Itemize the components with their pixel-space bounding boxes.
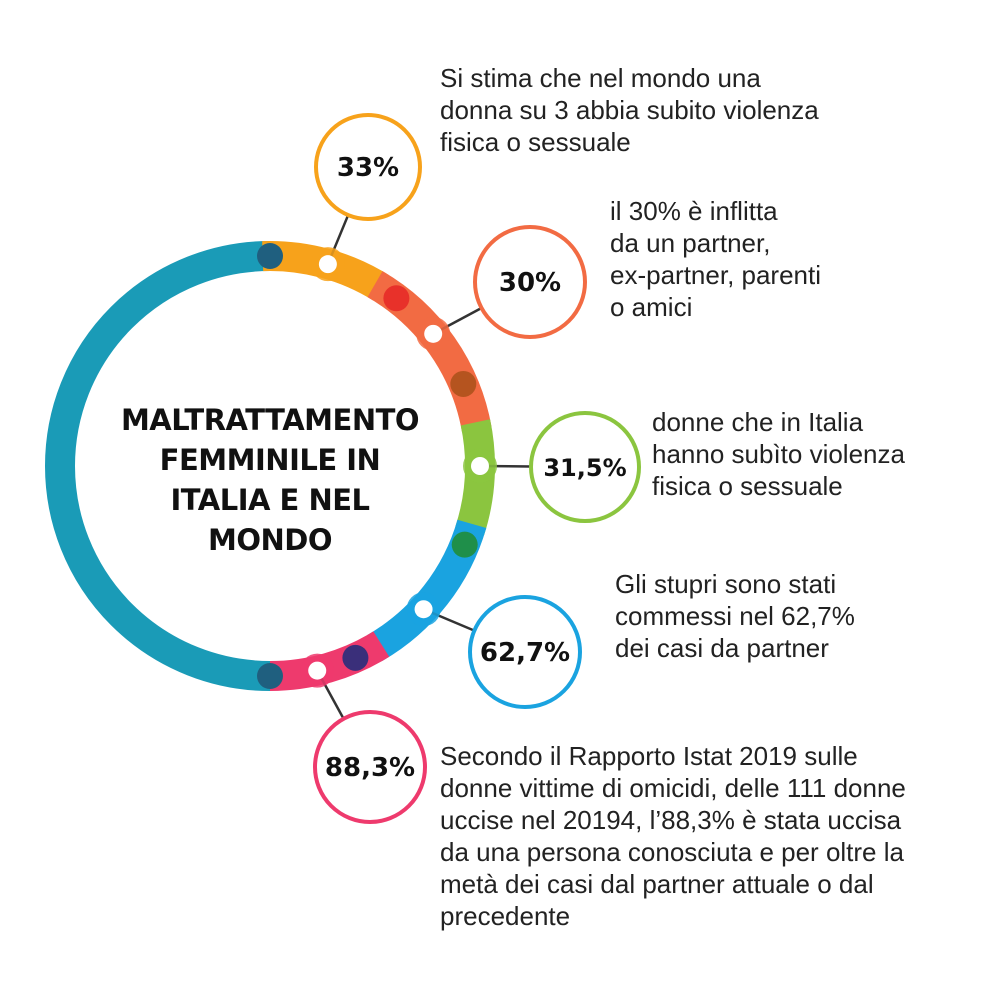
desc-line: donna su 3 abbia subito violenza <box>440 95 819 125</box>
title-line-2: FEMMINILE IN <box>159 443 381 477</box>
marker-dot <box>414 600 433 619</box>
desc-line: o amici <box>610 292 693 322</box>
desc-line: precedente <box>440 901 571 931</box>
desc-line: hanno subìto violenza <box>652 439 905 469</box>
desc-line: donne vittime di omicidi, delle 111 donn… <box>440 773 906 803</box>
desc-line: Secondo il Rapporto Istat 2019 sulle <box>440 741 858 771</box>
desc-line: ex-partner, parenti <box>610 260 822 290</box>
ring-bead <box>257 663 283 689</box>
stat-bubble <box>468 595 582 709</box>
marker-dot <box>318 255 337 274</box>
title-line-1: MALTRATTAMENTO <box>120 403 420 437</box>
marker-dot <box>308 661 327 680</box>
desc-line: Si stima che nel mondo una <box>440 63 761 93</box>
stat-description-33: Si stima che nel mondo una donna su 3 ab… <box>440 62 819 158</box>
ring-bead <box>450 370 477 397</box>
desc-line: Gli stupri sono stati <box>615 569 837 599</box>
desc-line: da un partner, <box>610 228 771 258</box>
title-line-3: ITALIA E NEL <box>170 483 370 517</box>
infographic-title: MALTRATTAMENTO FEMMINILE IN ITALIA E NEL… <box>115 400 425 560</box>
stat-description-30: il 30% è inflitta da un partner, ex-part… <box>610 195 821 323</box>
desc-line: fisica o sessuale <box>440 127 631 157</box>
desc-line: il 30% è inflitta <box>610 196 778 226</box>
stat-value: 88,3% <box>325 753 415 783</box>
ring-bead <box>257 243 283 269</box>
marker-dot <box>471 457 489 475</box>
desc-line: da una persona conosciuta e per oltre la <box>440 837 904 867</box>
stat-value: 33% <box>337 153 399 183</box>
ring-segment-teal <box>45 241 271 691</box>
ring-bead <box>342 644 369 671</box>
title-line-4: MONDO <box>207 523 333 557</box>
stat-bubble <box>529 411 641 523</box>
stat-description-31-5: donne che in Italia hanno subìto violenz… <box>652 406 905 502</box>
ring-bead <box>451 531 478 558</box>
ring-bead <box>383 285 410 312</box>
desc-line: uccise nel 20194, l’88,3% è stata uccisa <box>440 805 902 835</box>
stat-bubble <box>313 710 427 824</box>
stat-value: 31,5% <box>543 454 626 482</box>
marker-dot <box>424 324 443 343</box>
desc-line: dei casi da partner <box>615 633 829 663</box>
stat-bubble <box>314 113 422 221</box>
desc-line: metà dei casi dal partner attuale o dal <box>440 869 874 899</box>
stat-value: 62,7% <box>480 638 570 668</box>
desc-line: commessi nel 62,7% <box>615 601 855 631</box>
desc-line: donne che in Italia <box>652 407 864 437</box>
stat-description-62-7: Gli stupri sono stati commessi nel 62,7%… <box>615 568 855 664</box>
stat-bubble <box>473 225 587 339</box>
stat-description-88-3: Secondo il Rapporto Istat 2019 sulle don… <box>440 740 906 932</box>
stat-value: 30% <box>499 268 561 298</box>
desc-line: fisica o sessuale <box>652 471 843 501</box>
